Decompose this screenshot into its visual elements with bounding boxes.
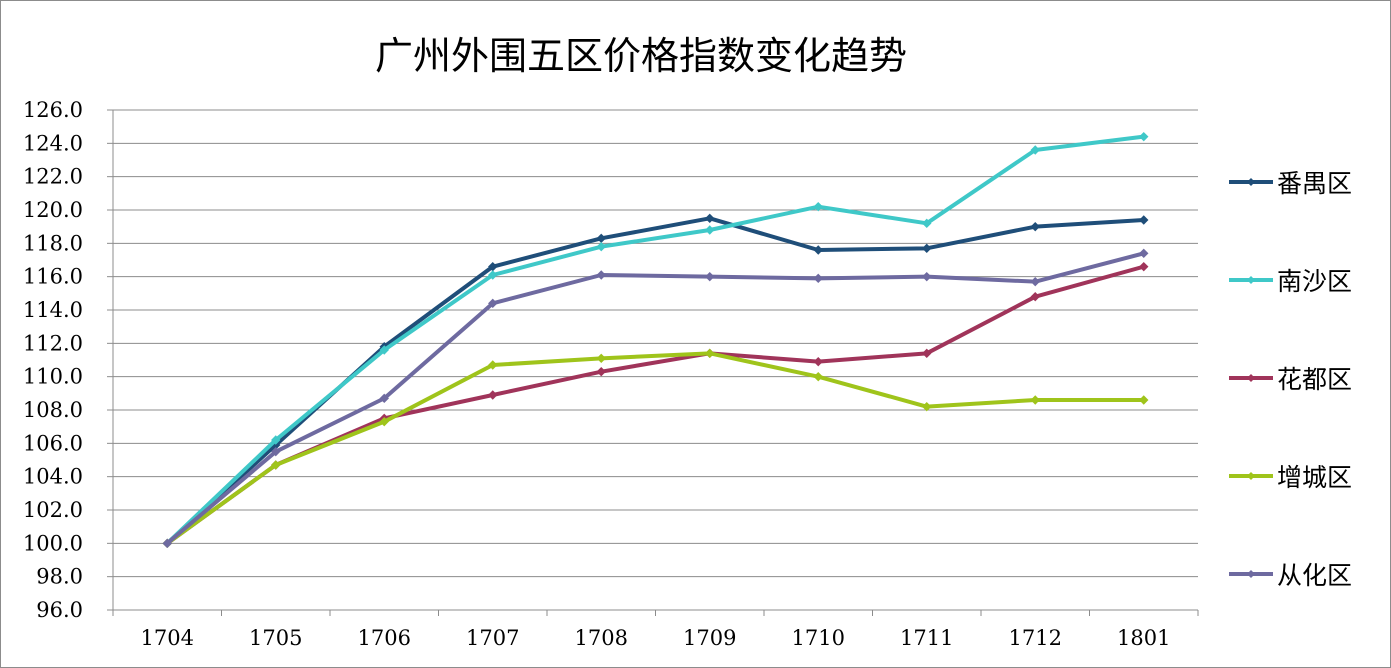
legend: 番禺区南沙区花都区增城区从化区	[1229, 133, 1379, 623]
data-point	[379, 345, 389, 355]
x-tick-label: 1710	[792, 626, 845, 650]
series-line	[166, 264, 1145, 545]
x-tick-label: 1801	[1117, 626, 1170, 650]
legend-item: 花都区	[1229, 329, 1379, 427]
legend-swatch	[1229, 178, 1273, 186]
data-point	[705, 271, 715, 282]
y-tick-label: 98.0	[36, 565, 83, 589]
data-point	[813, 356, 823, 367]
data-point	[488, 298, 498, 309]
y-tick-label: 100.0	[23, 531, 83, 555]
y-tick-label: 110.0	[23, 365, 83, 389]
series-lines	[162, 131, 1149, 549]
data-point	[271, 446, 281, 457]
data-point	[705, 225, 715, 235]
legend-item: 番禺区	[1229, 133, 1379, 231]
data-point	[705, 348, 715, 359]
y-tick-label: 102.0	[23, 498, 83, 522]
x-tick-label: 1712	[1009, 626, 1062, 650]
data-point	[1139, 215, 1149, 225]
legend-label: 从化区	[1277, 561, 1353, 590]
y-tick-label: 116.0	[23, 265, 83, 289]
data-point	[162, 538, 172, 549]
data-point	[596, 353, 606, 364]
legend-label: 增城区	[1277, 463, 1353, 492]
data-point	[488, 390, 498, 400]
y-tick-label: 96.0	[36, 598, 83, 622]
legend-item: 南沙区	[1229, 231, 1379, 329]
x-tick-label: 1708	[575, 626, 628, 650]
series-1	[162, 131, 1149, 549]
data-point	[1139, 248, 1149, 259]
axes: 96.0 98.0 100.0 102.0 104.0 106.0 108.0 110.0 11…	[23, 98, 1199, 650]
data-point	[922, 243, 932, 254]
x-tick-label: 1704	[141, 626, 194, 650]
x-tick-label: 1711	[900, 626, 953, 650]
series-4	[162, 248, 1149, 549]
data-point	[1030, 221, 1040, 232]
data-point	[813, 245, 823, 255]
data-point	[271, 435, 281, 445]
data-point	[813, 201, 823, 212]
data-point	[813, 273, 823, 284]
legend-label: 花都区	[1277, 365, 1353, 394]
data-point	[1139, 261, 1149, 272]
legend-label: 番禺区	[1277, 169, 1353, 198]
x-tick-label: 1709	[683, 626, 736, 650]
series-line	[165, 216, 1144, 545]
data-point	[596, 270, 606, 280]
data-point	[1030, 145, 1040, 155]
data-point	[488, 270, 498, 280]
legend-swatch	[1229, 374, 1273, 382]
data-point	[813, 371, 823, 382]
series-line	[165, 134, 1144, 545]
data-point	[1139, 395, 1149, 405]
y-tick-label: 108.0	[23, 398, 83, 422]
y-tick-label: 126.0	[23, 98, 83, 122]
data-point	[379, 393, 389, 404]
legend-label: 南沙区	[1277, 267, 1353, 296]
data-point	[922, 218, 932, 229]
y-tick-label: 120.0	[23, 198, 83, 222]
legend-swatch	[1229, 472, 1273, 480]
data-point	[1030, 276, 1040, 287]
series-3	[162, 348, 1149, 549]
x-tick-label: 1705	[249, 626, 302, 650]
y-tick-label: 112.0	[23, 331, 83, 355]
legend-swatch	[1229, 276, 1273, 284]
y-tick-label: 122.0	[23, 165, 83, 189]
y-tick-label: 118.0	[23, 231, 83, 255]
data-point	[922, 401, 932, 412]
data-point	[596, 241, 606, 252]
data-point	[1139, 131, 1149, 142]
series-line	[166, 351, 1144, 545]
data-point	[488, 360, 498, 370]
data-point	[379, 416, 389, 427]
legend-item: 增城区	[1229, 427, 1379, 525]
x-tick-label: 1706	[358, 626, 411, 650]
gridlines	[113, 109, 1198, 578]
data-point	[922, 348, 932, 359]
data-point	[1030, 395, 1040, 405]
data-point	[922, 271, 932, 282]
y-tick-label: 114.0	[23, 298, 83, 322]
series-0	[162, 213, 1149, 549]
y-tick-label: 104.0	[23, 465, 83, 489]
chart-title: 广州外围五区价格指数变化趋势	[374, 34, 907, 78]
data-point	[596, 233, 606, 244]
x-tick-label: 1707	[466, 626, 519, 650]
data-point	[596, 366, 606, 377]
series-2	[162, 261, 1149, 549]
series-line	[165, 251, 1145, 545]
legend-swatch	[1229, 570, 1273, 578]
legend-item: 从化区	[1229, 525, 1379, 623]
data-point	[1030, 291, 1040, 302]
y-tick-label: 106.0	[23, 431, 83, 455]
data-point	[271, 460, 281, 470]
data-point	[705, 213, 715, 224]
y-tick-label: 124.0	[23, 131, 83, 155]
